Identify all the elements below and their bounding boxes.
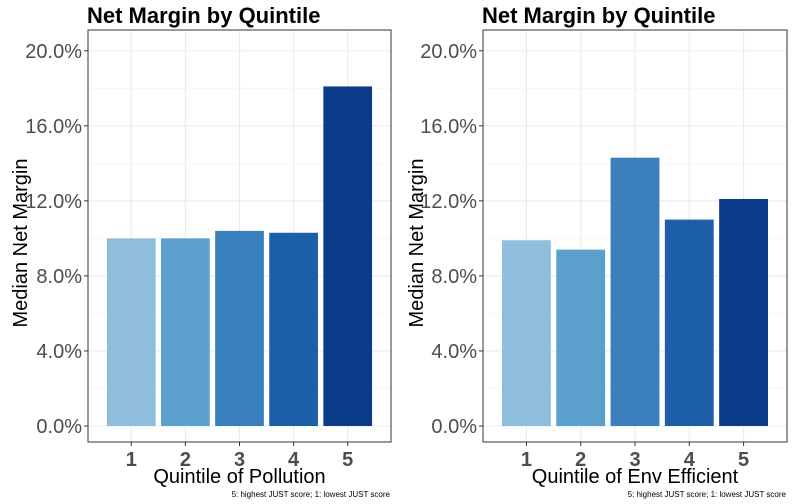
y-tick-label: 12.0% [420, 191, 477, 213]
chart-caption: 5: highest JUST score; 1: lowest JUST sc… [628, 490, 787, 499]
y-tick-label: 20.0% [420, 41, 477, 63]
y-tick-label: 12.0% [25, 191, 82, 213]
y-tick-label: 16.0% [420, 116, 477, 138]
bar-quintile-2 [556, 249, 606, 426]
y-tick-label: 8.0% [36, 266, 82, 288]
bar-quintile-4 [269, 232, 318, 426]
x-tick-label: 1 [126, 449, 137, 471]
x-tick-label: 2 [575, 449, 586, 471]
bar-quintile-3 [215, 230, 264, 426]
bar-quintile-3 [610, 157, 660, 426]
bar-quintile-2 [161, 238, 210, 426]
bar-quintile-1 [502, 240, 551, 426]
x-tick-label: 3 [629, 449, 640, 471]
bar-quintile-5 [719, 198, 768, 426]
x-tick-label: 5 [738, 449, 749, 471]
chart-caption: 5: highest JUST score; 1: lowest JUST sc… [232, 490, 391, 499]
chart-panel-env-efficient: 0.0% 4.0% 8.0% 12.0% 16.0% 20.0% 1 2 3 4 5 Net Marg… [406, 3, 788, 499]
chart-title: Net Margin by Quintile [482, 3, 715, 28]
x-tick-label: 2 [180, 449, 191, 471]
y-axis-label: Median Net Margin [10, 159, 32, 328]
y-tick-label: 16.0% [25, 116, 82, 138]
y-axis-label: Median Net Margin [406, 159, 428, 328]
y-tick-label: 8.0% [431, 266, 477, 288]
bar-quintile-4 [664, 219, 714, 426]
y-tick-label: 4.0% [431, 341, 477, 363]
x-tick-label: 4 [684, 449, 696, 471]
x-tick-label: 1 [521, 449, 532, 471]
y-tick-label: 20.0% [25, 41, 82, 63]
bar-quintile-5 [323, 86, 373, 427]
chart-panel-pollution: 0.0% 4.0% 8.0% 12.0% 16.0% 20.0% 1 2 3 4 5 Net Marg… [10, 3, 392, 499]
x-tick-label: 4 [288, 449, 300, 471]
y-tick-label: 0.0% [431, 416, 477, 438]
y-tick-label: 0.0% [36, 416, 82, 438]
chart-title: Net Margin by Quintile [87, 3, 320, 28]
x-axis-label: Quintile of Env Efficient [532, 466, 739, 488]
x-tick-label: 5 [342, 449, 353, 471]
y-tick-label: 4.0% [36, 341, 82, 363]
x-tick-label: 3 [234, 449, 245, 471]
bar-quintile-1 [106, 238, 156, 426]
x-axis-label: Quintile of Pollution [153, 466, 325, 488]
